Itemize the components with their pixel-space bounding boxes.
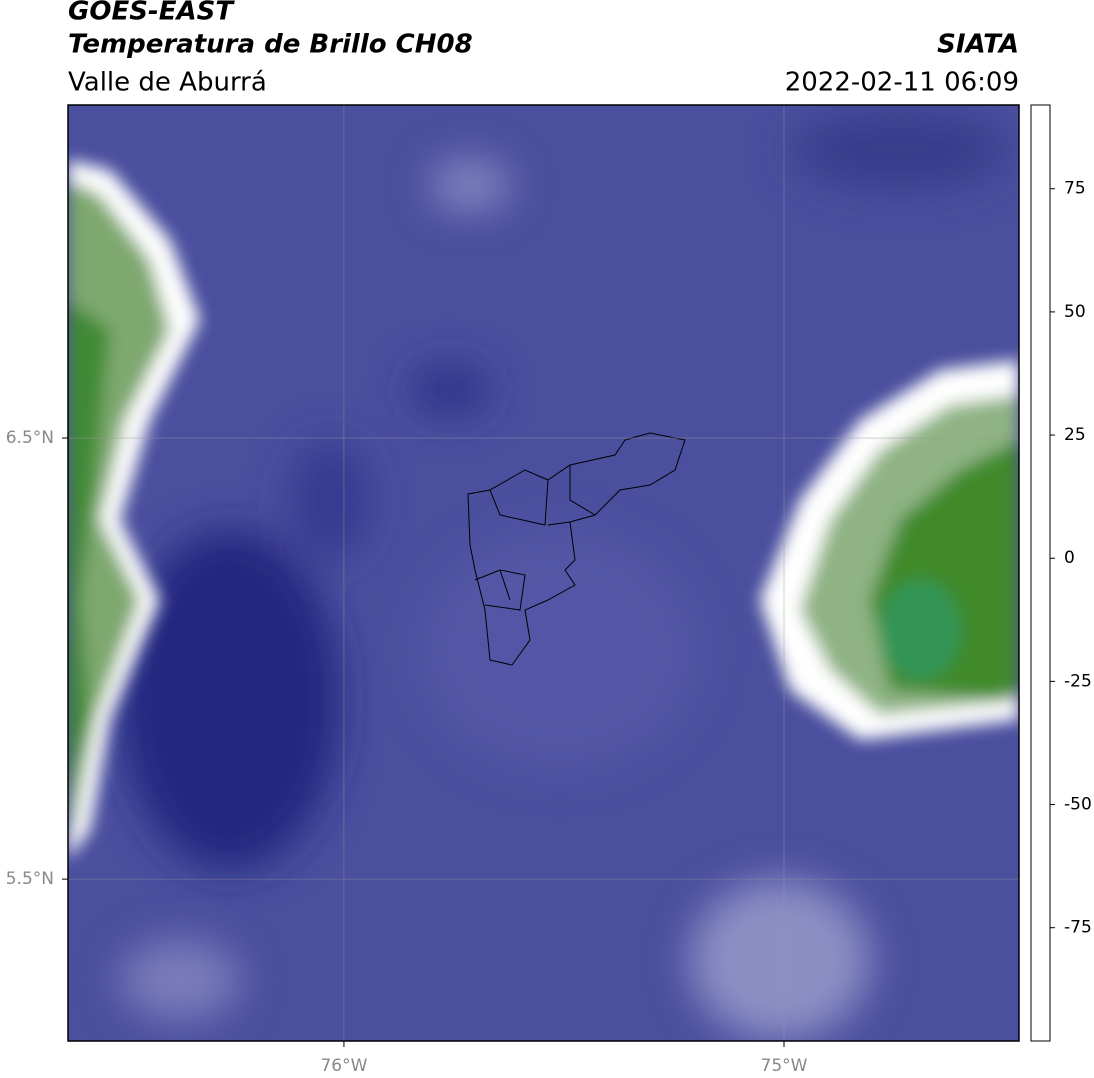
colorbar-tick-label: 25	[1064, 425, 1086, 445]
colorbar	[1030, 104, 1051, 1042]
x-tick-label: 76°W	[320, 1056, 367, 1076]
x-tick-label: 75°W	[761, 1056, 808, 1076]
y-tick-label: 5.5°N	[6, 869, 54, 889]
y-tick-label: 6.5°N	[6, 428, 54, 448]
colorbar-tick-label: -75	[1064, 918, 1092, 938]
municipal-boundaries	[467, 432, 686, 666]
title: GOES-EAST	[68, 0, 235, 27]
satellite-field	[68, 105, 1019, 1041]
colorbar-tick-label: -25	[1064, 671, 1092, 691]
source: SIATA	[937, 30, 1019, 60]
colorbar-tick-label: -50	[1064, 795, 1092, 815]
subtitle: Temperatura de Brillo CH08	[68, 30, 473, 60]
datetime: 2022-02-11 06:09	[785, 68, 1019, 98]
colorbar-tick-label: 50	[1064, 302, 1086, 322]
map-frame	[67, 104, 1020, 1042]
region: Valle de Aburrá	[68, 68, 267, 98]
colorbar-tick-label: 75	[1064, 179, 1086, 199]
colorbar-tick-label: 0	[1064, 548, 1075, 568]
